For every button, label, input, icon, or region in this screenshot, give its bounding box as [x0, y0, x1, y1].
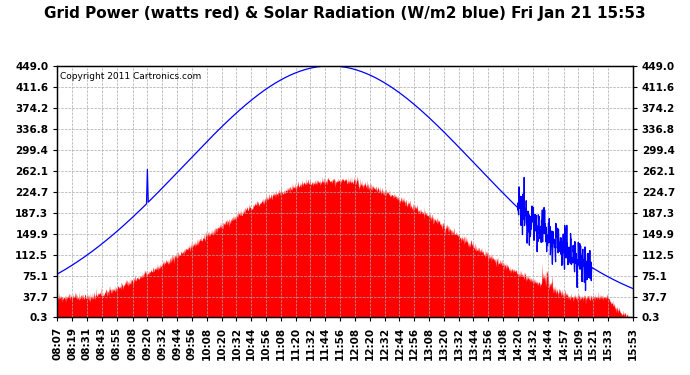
Text: Grid Power (watts red) & Solar Radiation (W/m2 blue) Fri Jan 21 15:53: Grid Power (watts red) & Solar Radiation…	[44, 6, 646, 21]
Text: Copyright 2011 Cartronics.com: Copyright 2011 Cartronics.com	[60, 72, 201, 81]
